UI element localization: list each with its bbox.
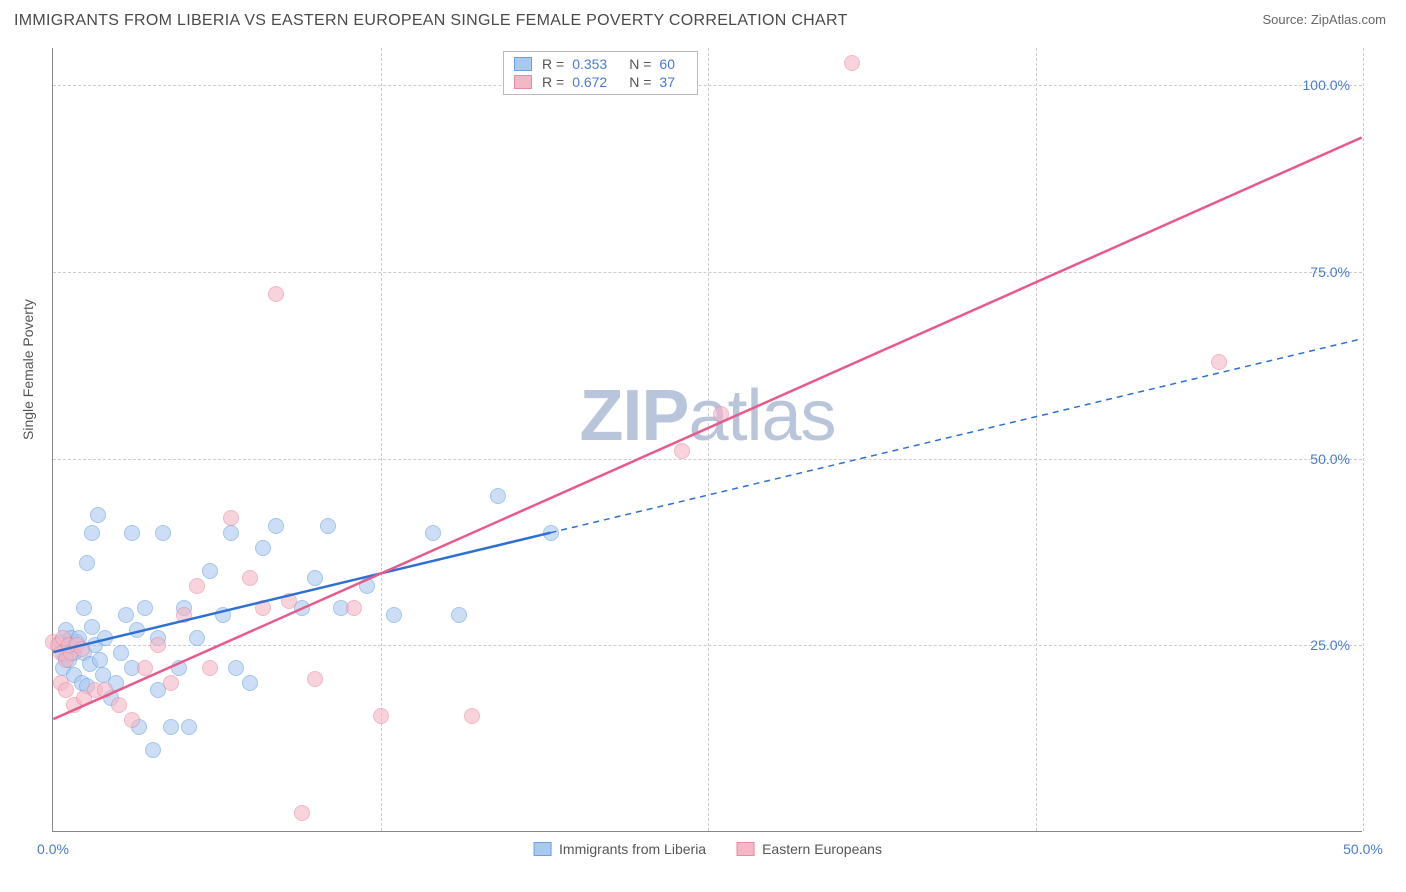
data-point-eastern [137,660,153,676]
plot-area: ZIPatlas R = 0.353 N = 60 R = 0.672 N = … [52,48,1362,832]
data-point-liberia [92,652,108,668]
data-point-eastern [1211,354,1227,370]
legend-row-liberia: R = 0.353 N = 60 [514,55,687,73]
data-point-liberia [189,630,205,646]
data-point-liberia [386,607,402,623]
chart-source: Source: ZipAtlas.com [1262,12,1386,27]
data-point-eastern [844,55,860,71]
data-point-liberia [76,600,92,616]
data-point-eastern [74,641,90,657]
data-point-liberia [490,488,506,504]
chart-title: IMMIGRANTS FROM LIBERIA VS EASTERN EUROP… [14,12,848,30]
data-point-liberia [84,525,100,541]
data-point-liberia [129,622,145,638]
data-point-eastern [281,593,297,609]
legend-swatch-liberia [514,57,532,71]
data-point-eastern [674,443,690,459]
data-point-liberia [155,525,171,541]
data-point-liberia [124,525,140,541]
legend-r-value-liberia: 0.353 [572,56,607,72]
data-point-liberia [113,645,129,661]
legend-swatch-eastern [736,842,754,856]
data-point-eastern [713,406,729,422]
y-axis-title: Single Female Poverty [20,299,36,440]
data-point-eastern [58,682,74,698]
data-point-eastern [307,671,323,687]
x-tick-label: 50.0% [1343,841,1383,857]
data-point-eastern [464,708,480,724]
data-point-eastern [255,600,271,616]
legend-swatch-liberia [533,842,551,856]
data-point-eastern [373,708,389,724]
data-point-eastern [150,637,166,653]
y-tick-label: 100.0% [1303,77,1350,93]
data-point-liberia [359,578,375,594]
data-point-liberia [163,719,179,735]
data-point-liberia [97,630,113,646]
legend-n-label: N = [629,74,651,90]
data-point-liberia [223,525,239,541]
data-point-eastern [242,570,258,586]
x-tick-label: 0.0% [37,841,69,857]
data-point-liberia [171,660,187,676]
data-point-eastern [124,712,140,728]
chart-header: IMMIGRANTS FROM LIBERIA VS EASTERN EUROP… [0,0,1406,36]
data-point-eastern [202,660,218,676]
data-point-eastern [176,607,192,623]
gridline-v [1036,48,1037,831]
data-point-eastern [111,697,127,713]
data-point-liberia [228,660,244,676]
data-point-eastern [346,600,362,616]
legend-n-label: N = [629,56,651,72]
data-point-eastern [97,682,113,698]
data-point-liberia [425,525,441,541]
data-point-liberia [255,540,271,556]
legend-item-eastern: Eastern Europeans [736,841,882,857]
legend-r-label: R = [542,74,564,90]
legend-swatch-eastern [514,75,532,89]
gridline-v [1363,48,1364,831]
legend-r-value-eastern: 0.672 [572,74,607,90]
data-point-liberia [181,719,197,735]
y-tick-label: 50.0% [1310,451,1350,467]
legend-n-value-eastern: 37 [659,74,675,90]
legend-correlation: R = 0.353 N = 60 R = 0.672 N = 37 [503,51,698,95]
data-point-liberia [307,570,323,586]
y-tick-label: 25.0% [1310,637,1350,653]
data-point-liberia [79,555,95,571]
gridline-v [708,48,709,831]
data-point-liberia [268,518,284,534]
data-point-liberia [242,675,258,691]
legend-n-value-liberia: 60 [659,56,675,72]
data-point-eastern [223,510,239,526]
data-point-liberia [145,742,161,758]
data-point-liberia [202,563,218,579]
data-point-eastern [163,675,179,691]
y-tick-label: 75.0% [1310,264,1350,280]
data-point-eastern [189,578,205,594]
legend-row-eastern: R = 0.672 N = 37 [514,73,687,91]
data-point-liberia [215,607,231,623]
data-point-liberia [118,607,134,623]
data-point-liberia [320,518,336,534]
data-point-liberia [137,600,153,616]
data-point-liberia [543,525,559,541]
legend-r-label: R = [542,56,564,72]
legend-label-eastern: Eastern Europeans [762,841,882,857]
legend-label-liberia: Immigrants from Liberia [559,841,706,857]
legend-series: Immigrants from Liberia Eastern European… [525,841,890,857]
data-point-eastern [294,805,310,821]
data-point-liberia [451,607,467,623]
data-point-eastern [268,286,284,302]
legend-item-liberia: Immigrants from Liberia [533,841,706,857]
data-point-liberia [90,507,106,523]
